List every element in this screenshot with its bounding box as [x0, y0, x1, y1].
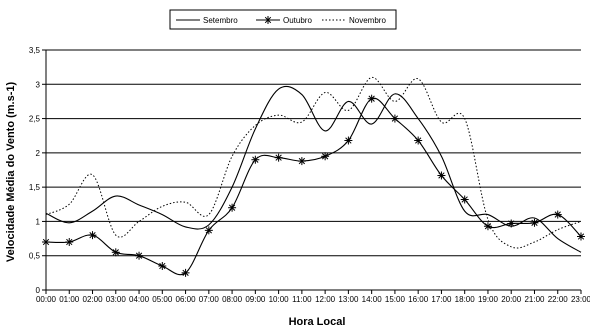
data-point-outubro	[530, 218, 539, 227]
data-point-outubro	[390, 114, 399, 123]
data-point-outubro	[251, 155, 260, 164]
y-tick-labels: 0 0,5 1 1,5 2 2,5 3 3,5	[29, 46, 41, 295]
x-tick-label: 17:00	[431, 295, 452, 304]
y-tick-label: 0	[36, 286, 41, 295]
data-point-outubro	[204, 226, 213, 235]
x-tick-label: 21:00	[524, 295, 545, 304]
x-tick-label: 18:00	[455, 295, 476, 304]
data-point-outubro	[321, 152, 330, 161]
x-tick-label: 14:00	[362, 295, 383, 304]
data-point-outubro	[65, 238, 74, 246]
data-point-outubro	[577, 232, 585, 241]
data-point-outubro	[111, 248, 120, 257]
data-point-outubro	[553, 210, 562, 219]
series-line-novembro	[45, 76, 582, 249]
y-tick-label: 1,5	[29, 183, 41, 192]
data-point-outubro	[507, 219, 516, 228]
data-point-outubro	[228, 203, 237, 212]
y-tick-label: 3,5	[29, 46, 41, 55]
y-tick-label: 1	[36, 217, 41, 226]
gridlines	[46, 49, 581, 257]
data-point-outubro	[158, 262, 167, 270]
x-tick-label: 12:00	[315, 295, 336, 304]
series-lines	[42, 76, 585, 277]
series-line-outubro	[45, 97, 582, 276]
series-line-setembro	[45, 85, 582, 253]
y-tick-label: 2	[36, 149, 41, 158]
x-tick-label: 04:00	[129, 295, 150, 304]
axes	[42, 49, 582, 294]
legend-marker-outubro	[264, 16, 272, 24]
x-axis-title: Hora Local	[289, 316, 346, 328]
x-tick-label: 05:00	[152, 295, 173, 304]
x-tick-label: 08:00	[222, 295, 243, 304]
x-tick-label: 06:00	[176, 295, 197, 304]
legend-label-outubro: Outubro	[283, 16, 312, 25]
x-tick-label: 01:00	[59, 295, 80, 304]
x-tick-label: 07:00	[199, 295, 220, 304]
data-point-outubro	[181, 268, 190, 277]
x-tick-label: 09:00	[245, 295, 266, 304]
legend-box	[169, 9, 397, 30]
x-tick-labels: 00:00 01:00 02:00 03:00 04:00 05:00 06:00 07:00…	[36, 295, 590, 304]
x-tick-label: 10:00	[269, 295, 290, 304]
data-point-outubro	[297, 157, 306, 166]
data-point-outubro	[437, 171, 446, 180]
x-tick-label: 02:00	[83, 295, 104, 304]
data-point-outubro	[135, 251, 144, 260]
legend-label-novembro: Novembro	[349, 16, 386, 25]
data-point-outubro	[344, 136, 353, 145]
x-tick-label: 11:00	[292, 295, 312, 304]
x-tick-label: 15:00	[385, 295, 406, 304]
data-point-outubro	[414, 136, 423, 145]
data-point-outubro	[88, 231, 97, 240]
data-point-outubro	[274, 153, 283, 162]
y-tick-label: 0,5	[29, 252, 41, 261]
data-point-outubro	[42, 238, 50, 246]
data-point-outubro	[460, 195, 469, 204]
data-point-outubro	[367, 94, 376, 103]
x-tick-label: 13:00	[338, 295, 359, 304]
x-tick-label: 23:00	[571, 295, 590, 304]
x-tick-label: 20:00	[501, 295, 522, 304]
x-tick-label: 00:00	[36, 295, 57, 304]
x-tick-label: 19:00	[478, 295, 499, 304]
x-tick-label: 16:00	[408, 295, 429, 304]
y-axis-title: Velocidade Média do Vento (m.s-1)	[5, 82, 17, 263]
legend-label-setembro: Setembro	[203, 16, 238, 25]
data-point-outubro	[483, 222, 492, 231]
y-tick-label: 2,5	[29, 115, 41, 124]
legend: Setembro Outubro Novembro	[169, 9, 397, 30]
x-tick-label: 03:00	[106, 295, 127, 304]
x-tick-label: 22:00	[548, 295, 569, 304]
y-tick-label: 3	[36, 80, 41, 89]
